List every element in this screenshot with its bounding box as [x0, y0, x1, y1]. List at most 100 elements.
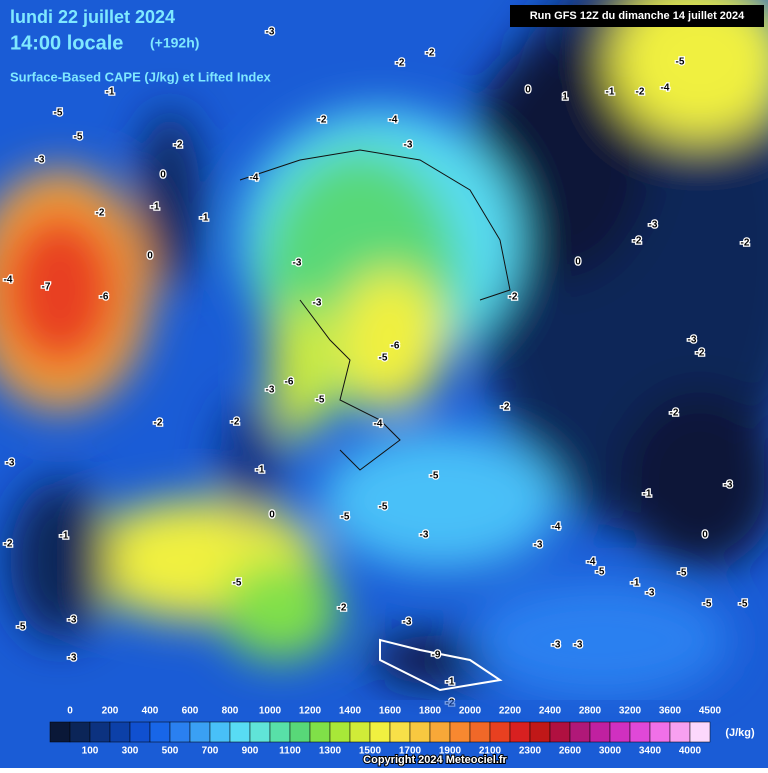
colorbar-label: 4500 [699, 706, 722, 717]
coastlines [239, 149, 511, 692]
colorbar-swatch [189, 721, 211, 743]
contour-label: -9 [432, 650, 441, 661]
colorbar-swatch [109, 721, 131, 743]
contour-label: -3 [420, 530, 429, 541]
colorbar-swatch [349, 721, 371, 743]
colorbar-label: 1400 [339, 706, 362, 717]
colorbar-swatch [269, 721, 291, 743]
contour-label: -4 [250, 173, 259, 184]
colorbar-label: 1700 [399, 746, 422, 757]
colorbar-swatch [89, 721, 111, 743]
colorbar: 0 100 200 300 400 500 600 700 800 900 1000 1100 1200… [49, 706, 722, 757]
contour-label: -3 [404, 140, 413, 151]
contour-label: -5 [316, 395, 325, 406]
contour-label: -2 [741, 238, 750, 249]
contour-label: 0 [525, 85, 531, 96]
contour-label: -2 [636, 87, 645, 98]
contour-label: -1 [200, 213, 209, 224]
contour-label: -2 [231, 417, 240, 428]
contour-label: -6 [391, 341, 400, 352]
contour-label: -3 [68, 615, 77, 626]
contour-label: 1 [562, 92, 568, 103]
contour-label: -5 [739, 599, 748, 610]
colorbar-swatch [409, 721, 431, 743]
contour-label: -7 [42, 282, 51, 293]
contour-label: -2 [318, 115, 327, 126]
colorbar-label: 0 [67, 706, 73, 717]
colorbar-swatch [689, 721, 711, 743]
colorbar-swatch [429, 721, 451, 743]
colorbar-label: 2100 [479, 746, 502, 757]
contour-label: -3 [293, 258, 302, 269]
contour-label: -3 [552, 640, 561, 651]
colorbar-swatch [649, 721, 671, 743]
colorbar-swatch [309, 721, 331, 743]
contour-label: -5 [379, 353, 388, 364]
contour-label: -1 [106, 87, 115, 98]
contour-label: -2 [426, 48, 435, 59]
colorbar-label: 2600 [559, 746, 582, 757]
contour-label: -5 [430, 471, 439, 482]
contour-label: -2 [174, 140, 183, 151]
colorbar-swatch [509, 721, 531, 743]
colorbar-swatch [209, 721, 231, 743]
contour-label: -1 [446, 677, 455, 688]
colorbar-label: 1500 [359, 746, 382, 757]
colorbar-label: 2000 [459, 706, 482, 717]
colorbar-swatch [589, 721, 611, 743]
contour-label: -3 [266, 27, 275, 38]
colorbar-label: 800 [222, 706, 239, 717]
cape-field [0, 0, 768, 700]
colorbar-label: 3600 [659, 706, 682, 717]
colorbar-label: 400 [142, 706, 159, 717]
colorbar-label: 500 [162, 746, 179, 757]
date: lundi 22 juillet 2024 [10, 7, 175, 27]
colorbar-swatch [289, 721, 311, 743]
colorbar-swatch [249, 721, 271, 743]
contour-label: -3 [403, 617, 412, 628]
colorbar-label: 2300 [519, 746, 542, 757]
colorbar-swatch [169, 721, 191, 743]
contour-label: -3 [36, 155, 45, 166]
contour-label: -2 [670, 408, 679, 419]
contour-label: -2 [509, 292, 518, 303]
contour-label: 0 [269, 510, 275, 521]
colorbar-label: 1100 [279, 746, 301, 757]
contour-label: 0 [160, 170, 166, 181]
contour-label: 0 [702, 530, 708, 541]
colorbar-label: 1600 [379, 706, 402, 717]
copyright: Copyright 2024 Meteociel.fr [363, 754, 507, 766]
colorbar-label: 1200 [299, 706, 322, 717]
field-name: Surface-Based CAPE (J/kg) et Lifted Inde… [10, 69, 272, 84]
colorbar-swatch [369, 721, 391, 743]
contour-label: -3 [68, 653, 77, 664]
contour-label: -4 [389, 115, 398, 126]
contour-label: -4 [4, 275, 13, 286]
contour-label: -3 [646, 588, 655, 599]
colorbar-swatch [529, 721, 551, 743]
contour-labels: -3 -2 -2 -5 0 1 -2 -4 -1 -1 -5 -5 -2 -4 -3 -2 -3 0 -4 -2 -1 -… [2, 25, 751, 710]
contour-label: -5 [17, 622, 26, 633]
lead-time: (+192h) [150, 35, 199, 51]
contour-label: -3 [688, 335, 697, 346]
contour-label: -3 [6, 458, 15, 469]
colorbar-swatch [229, 721, 251, 743]
contour-label: -4 [587, 557, 596, 568]
contour-label: -2 [501, 402, 510, 413]
colorbar-swatch [469, 721, 491, 743]
colorbar-label: 2400 [539, 706, 562, 717]
colorbar-label: 4000 [679, 746, 702, 757]
contour-label: -3 [313, 298, 322, 309]
colorbar-swatch [149, 721, 171, 743]
contour-label: 0 [147, 251, 153, 262]
colorbar-label: 1900 [439, 746, 462, 757]
colorbar-label: 3200 [619, 706, 642, 717]
colorbar-label: 300 [122, 746, 139, 757]
contour-label: -5 [74, 132, 83, 143]
run-box [510, 5, 764, 27]
colorbar-label: 1300 [319, 746, 342, 757]
colorbar-label: 1000 [259, 706, 282, 717]
contour-label: 0 [575, 257, 581, 268]
contour-label: -2 [338, 603, 347, 614]
